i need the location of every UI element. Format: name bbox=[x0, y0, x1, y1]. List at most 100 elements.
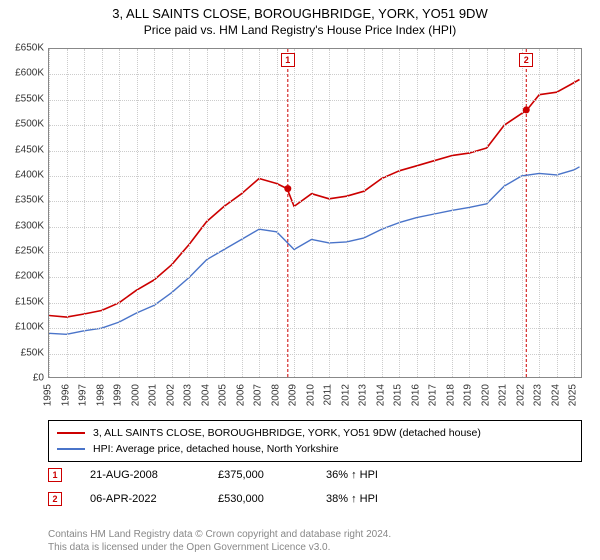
x-tick-label: 2011 bbox=[323, 384, 334, 406]
gridline-v bbox=[189, 49, 190, 377]
gridline-h bbox=[49, 201, 581, 202]
gridline-h bbox=[49, 74, 581, 75]
gridline-v bbox=[119, 49, 120, 377]
gridline-v bbox=[364, 49, 365, 377]
x-tick-label: 2009 bbox=[288, 384, 299, 406]
gridline-v bbox=[137, 49, 138, 377]
x-tick-label: 2008 bbox=[270, 384, 281, 406]
y-tick-label: £450K bbox=[0, 144, 44, 155]
gridline-v bbox=[329, 49, 330, 377]
gridline-v bbox=[399, 49, 400, 377]
gridline-v bbox=[49, 49, 50, 377]
chart-plot-area: 12 bbox=[48, 48, 582, 378]
gridline-v bbox=[294, 49, 295, 377]
gridline-h bbox=[49, 303, 581, 304]
y-tick-label: £500K bbox=[0, 119, 44, 130]
y-tick-label: £250K bbox=[0, 246, 44, 257]
x-tick-label: 1995 bbox=[43, 384, 54, 406]
event-marker-icon: 1 bbox=[281, 53, 295, 67]
gridline-v bbox=[522, 49, 523, 377]
sale-row: 1 21-AUG-2008 £375,000 36% ↑ HPI bbox=[48, 468, 582, 482]
x-tick-label: 1997 bbox=[78, 384, 89, 406]
chart-svg bbox=[49, 49, 583, 379]
x-tick-label: 2017 bbox=[428, 384, 439, 406]
gridline-h bbox=[49, 151, 581, 152]
gridline-v bbox=[67, 49, 68, 377]
legend-swatch bbox=[57, 448, 85, 450]
gridline-v bbox=[347, 49, 348, 377]
event-marker-icon: 2 bbox=[519, 53, 533, 67]
sale-marker-icon: 2 bbox=[48, 492, 62, 506]
x-tick-label: 1996 bbox=[60, 384, 71, 406]
x-tick-label: 2018 bbox=[445, 384, 456, 406]
x-tick-label: 2024 bbox=[550, 384, 561, 406]
sale-price: £375,000 bbox=[218, 469, 298, 481]
x-tick-label: 1999 bbox=[113, 384, 124, 406]
gridline-h bbox=[49, 354, 581, 355]
chart-subtitle: Price paid vs. HM Land Registry's House … bbox=[0, 21, 600, 37]
legend-swatch bbox=[57, 432, 85, 434]
footer: Contains HM Land Registry data © Crown c… bbox=[48, 528, 582, 554]
x-tick-label: 2001 bbox=[148, 384, 159, 406]
legend-item: 3, ALL SAINTS CLOSE, BOROUGHBRIDGE, YORK… bbox=[57, 425, 573, 441]
x-tick-label: 2014 bbox=[375, 384, 386, 406]
gridline-h bbox=[49, 328, 581, 329]
gridline-v bbox=[207, 49, 208, 377]
gridline-v bbox=[312, 49, 313, 377]
gridline-h bbox=[49, 277, 581, 278]
sale-row: 2 06-APR-2022 £530,000 38% ↑ HPI bbox=[48, 492, 582, 506]
gridline-v bbox=[487, 49, 488, 377]
sale-marker-icon: 1 bbox=[48, 468, 62, 482]
sale-price: £530,000 bbox=[218, 493, 298, 505]
y-tick-label: £100K bbox=[0, 322, 44, 333]
x-tick-label: 2020 bbox=[480, 384, 491, 406]
y-tick-label: £50K bbox=[0, 347, 44, 358]
y-tick-label: £350K bbox=[0, 195, 44, 206]
gridline-v bbox=[84, 49, 85, 377]
footer-line: Contains HM Land Registry data © Crown c… bbox=[48, 528, 582, 541]
gridline-v bbox=[469, 49, 470, 377]
legend-label: 3, ALL SAINTS CLOSE, BOROUGHBRIDGE, YORK… bbox=[93, 427, 481, 439]
x-tick-label: 2004 bbox=[200, 384, 211, 406]
x-tick-label: 2019 bbox=[463, 384, 474, 406]
chart-title: 3, ALL SAINTS CLOSE, BOROUGHBRIDGE, YORK… bbox=[0, 0, 600, 21]
x-tick-label: 2013 bbox=[358, 384, 369, 406]
gridline-h bbox=[49, 100, 581, 101]
x-tick-label: 2002 bbox=[165, 384, 176, 406]
sale-delta: 38% ↑ HPI bbox=[326, 493, 378, 505]
y-tick-label: £650K bbox=[0, 43, 44, 54]
gridline-v bbox=[417, 49, 418, 377]
gridline-v bbox=[172, 49, 173, 377]
gridline-h bbox=[49, 176, 581, 177]
x-tick-label: 2006 bbox=[235, 384, 246, 406]
x-tick-label: 2015 bbox=[393, 384, 404, 406]
x-tick-label: 2025 bbox=[568, 384, 579, 406]
y-tick-label: £200K bbox=[0, 271, 44, 282]
gridline-h bbox=[49, 252, 581, 253]
gridline-v bbox=[154, 49, 155, 377]
x-tick-label: 2023 bbox=[533, 384, 544, 406]
x-tick-label: 2016 bbox=[410, 384, 421, 406]
gridline-v bbox=[504, 49, 505, 377]
y-tick-label: £600K bbox=[0, 68, 44, 79]
y-tick-label: £400K bbox=[0, 169, 44, 180]
chart-container: 3, ALL SAINTS CLOSE, BOROUGHBRIDGE, YORK… bbox=[0, 0, 600, 560]
sale-date: 06-APR-2022 bbox=[90, 493, 190, 505]
x-tick-label: 2005 bbox=[218, 384, 229, 406]
x-tick-label: 2010 bbox=[305, 384, 316, 406]
x-tick-label: 2022 bbox=[515, 384, 526, 406]
sale-date: 21-AUG-2008 bbox=[90, 469, 190, 481]
gridline-v bbox=[259, 49, 260, 377]
gridline-v bbox=[452, 49, 453, 377]
x-tick-label: 2000 bbox=[130, 384, 141, 406]
gridline-v bbox=[224, 49, 225, 377]
footer-line: This data is licensed under the Open Gov… bbox=[48, 541, 582, 554]
legend: 3, ALL SAINTS CLOSE, BOROUGHBRIDGE, YORK… bbox=[48, 420, 582, 462]
gridline-v bbox=[574, 49, 575, 377]
gridline-h bbox=[49, 227, 581, 228]
x-tick-label: 1998 bbox=[95, 384, 106, 406]
x-tick-label: 2012 bbox=[340, 384, 351, 406]
legend-item: HPI: Average price, detached house, Nort… bbox=[57, 441, 573, 457]
sale-delta: 36% ↑ HPI bbox=[326, 469, 378, 481]
gridline-v bbox=[539, 49, 540, 377]
